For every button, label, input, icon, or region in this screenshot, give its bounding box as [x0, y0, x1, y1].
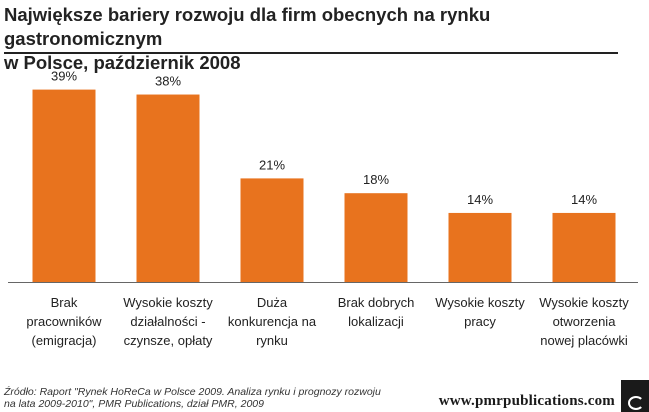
- chart-title-line-1: Największe bariery rozwoju dla firm obec…: [4, 4, 491, 49]
- category-label-1-line-2: pracowników: [26, 314, 102, 329]
- category-label-3-line-1: Duża: [257, 295, 288, 310]
- category-label-6-line-2: otworzenia: [553, 314, 617, 329]
- bar-1: [32, 89, 96, 282]
- category-label-6-line-3: nowej placówki: [540, 333, 628, 348]
- category-label-2-line-2: działalności -: [130, 314, 205, 329]
- bar-5: [448, 212, 512, 282]
- source-line-2: na lata 2009-2010", PMR Publications, dz…: [4, 398, 264, 410]
- category-label-1-line-3: (emigracja): [31, 333, 96, 348]
- bar-3: [240, 178, 304, 282]
- bar-2: [136, 94, 200, 283]
- source-line-1: Źródło: Raport "Rynek HoReCa w Polsce 20…: [4, 386, 381, 398]
- bar-6: [552, 212, 616, 282]
- data-label-4: 18%: [363, 172, 389, 187]
- chart-title-line-2: w Polsce, październik 2008: [4, 52, 241, 73]
- data-label-6: 14%: [571, 192, 597, 207]
- bar-4: [344, 193, 408, 282]
- data-label-1: 39%: [51, 69, 77, 84]
- category-label-2-line-1: Wysokie koszty: [123, 295, 213, 310]
- category-label-3-line-2: konkurencja na: [228, 314, 317, 329]
- publisher-logo-icon: [621, 380, 649, 412]
- data-label-5: 14%: [467, 192, 493, 207]
- category-label-2-line-3: czynsze, opłaty: [124, 333, 213, 348]
- data-label-3: 21%: [259, 157, 285, 172]
- bar-chart: 39% Brak pracowników (emigracja) 38% Wysokie …: [8, 69, 638, 348]
- category-label-5-line-2: pracy: [464, 314, 496, 329]
- category-label-6-line-1: Wysokie koszty: [539, 295, 629, 310]
- category-label-4-line-1: Brak dobrych: [338, 295, 415, 310]
- source-note: Źródło: Raport "Rynek HoReCa w Polsce 20…: [4, 386, 384, 410]
- chart-title: Największe bariery rozwoju dla firm obec…: [4, 3, 644, 75]
- data-label-2: 38%: [155, 74, 181, 89]
- category-label-4-line-2: lokalizacji: [348, 314, 404, 329]
- title-divider: [4, 52, 618, 54]
- category-label-1-line-1: Brak: [51, 295, 78, 310]
- category-label-5-line-1: Wysokie koszty: [435, 295, 525, 310]
- publisher-url[interactable]: www.pmrpublications.com: [438, 393, 615, 409]
- category-label-3-line-3: rynku: [256, 333, 288, 348]
